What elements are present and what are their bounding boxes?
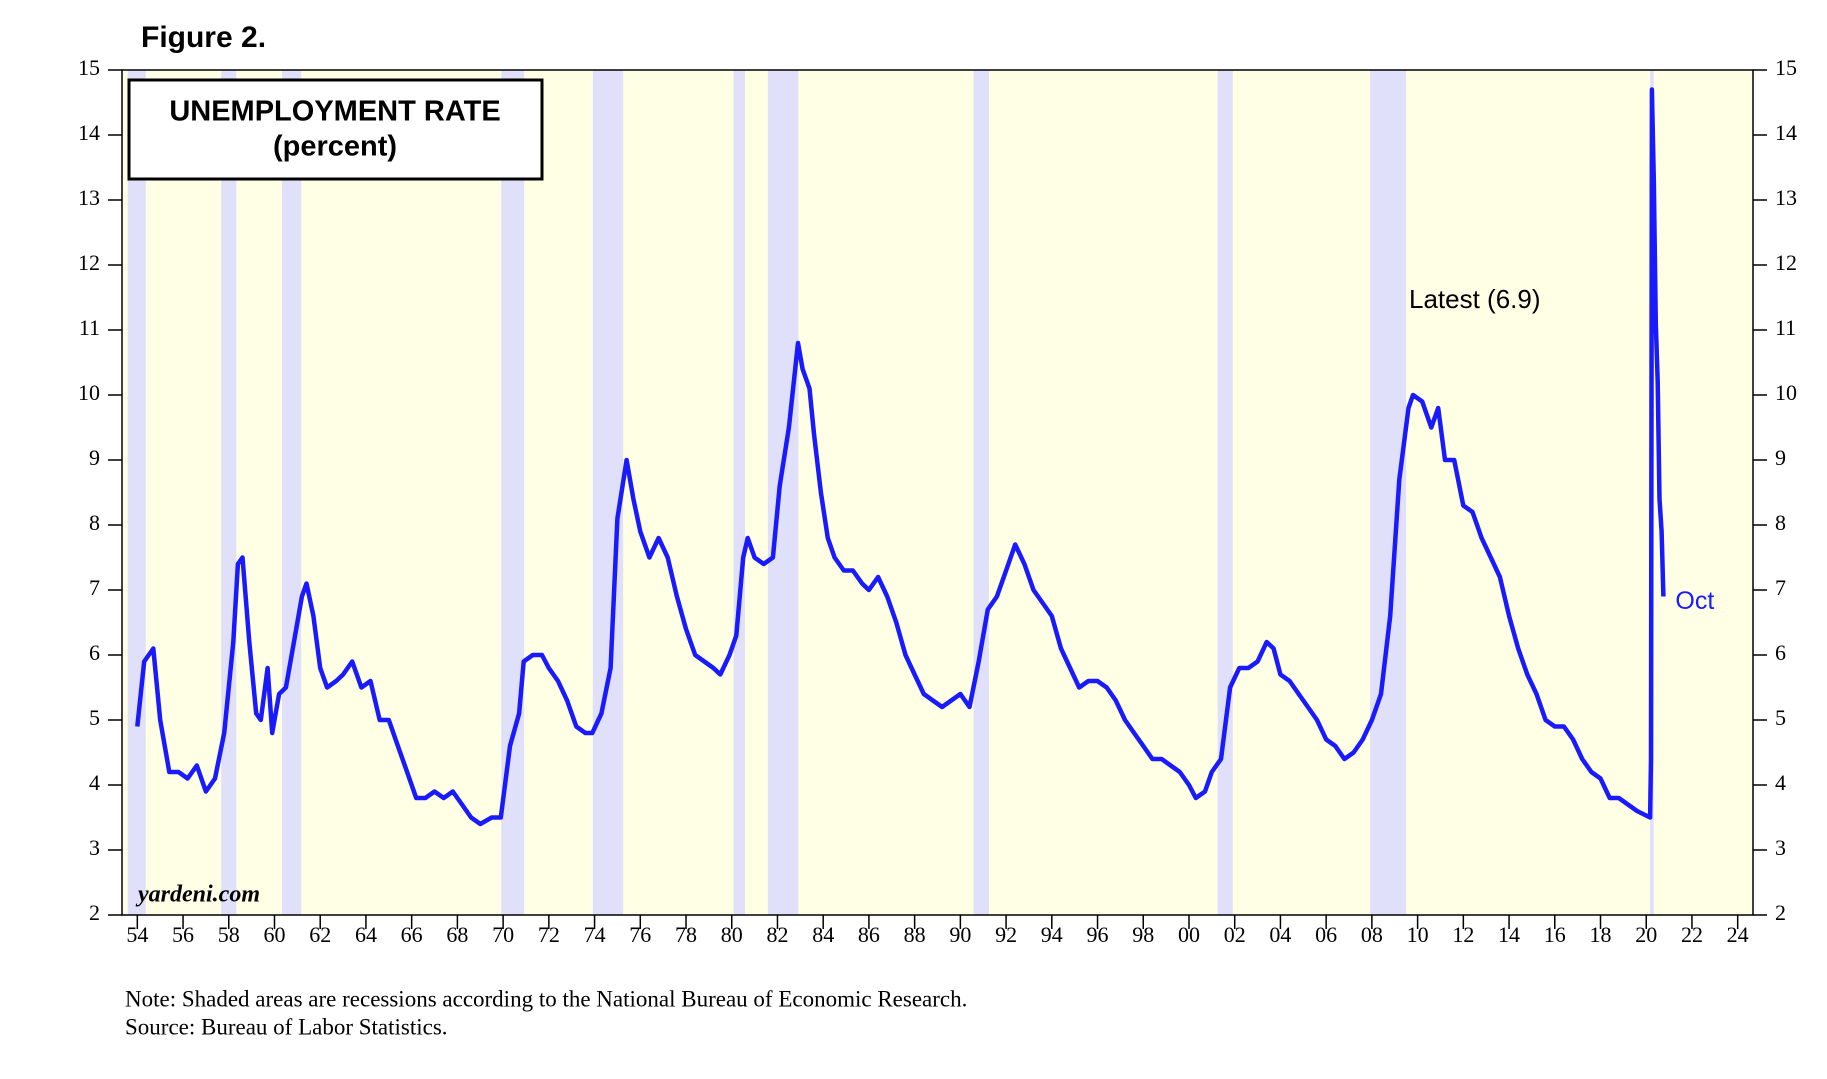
- x-tick-label: 84: [812, 922, 834, 947]
- x-tick-label: 66: [401, 922, 423, 947]
- recession-band: [127, 70, 146, 915]
- x-tick-label: 88: [904, 922, 926, 947]
- x-tick-label: 82: [766, 922, 788, 947]
- x-tick-label: 54: [126, 922, 148, 947]
- y-tick-label: 8: [89, 510, 100, 535]
- recession-bands: [127, 70, 1654, 915]
- y2-tick-label: 5: [1775, 705, 1786, 730]
- x-tick-label: 74: [584, 922, 606, 947]
- y-tick-label: 12: [78, 250, 100, 275]
- recession-band: [973, 70, 989, 915]
- x-tick-label: 56: [172, 922, 194, 947]
- plot-background: [122, 70, 1753, 915]
- x-tick-label: 24: [1727, 922, 1749, 947]
- x-tick-label: 68: [446, 922, 468, 947]
- plot-frame: [121, 69, 1754, 916]
- y2-tick-label: 15: [1775, 55, 1797, 80]
- series: [135, 87, 1666, 827]
- y2-tick-label: 11: [1775, 315, 1796, 340]
- x-tick-label: 12: [1452, 922, 1474, 947]
- recession-band: [282, 70, 302, 915]
- x-tick-label: 58: [218, 922, 240, 947]
- y-tick-label: 7: [89, 575, 100, 600]
- recession-band: [733, 70, 745, 915]
- y2-tick-label: 10: [1775, 380, 1797, 405]
- x-tick-label: 92: [995, 922, 1017, 947]
- line-series: [135, 87, 1666, 827]
- x-tick-label: 90: [949, 922, 971, 947]
- x-tick-label: 62: [309, 922, 331, 947]
- y-tick-label: 3: [89, 835, 100, 860]
- x-tick-label: 64: [355, 922, 377, 947]
- recession-band: [767, 70, 799, 915]
- y2-tick-label: 12: [1775, 250, 1797, 275]
- note: Note: Shaded areas are recessions accord…: [125, 986, 967, 1011]
- x-tick-label: 20: [1635, 922, 1657, 947]
- title-box: [127, 78, 544, 181]
- chart-title: UNEMPLOYMENT RATE: [169, 96, 500, 128]
- y-tick-label: 9: [89, 445, 100, 470]
- y-tick-label: 4: [89, 770, 100, 795]
- x-tick-label: 02: [1224, 922, 1246, 947]
- x-tick-label: 78: [675, 922, 697, 947]
- y-tick-label: 2: [89, 900, 100, 925]
- chart-subtitle: (percent): [273, 131, 397, 163]
- y2-tick-label: 2: [1775, 900, 1786, 925]
- y-tick-label: 11: [79, 315, 100, 340]
- x-tick-label: 72: [538, 922, 560, 947]
- y2-tick-label: 3: [1775, 835, 1786, 860]
- annotation: Latest (6.9): [1409, 284, 1541, 314]
- y2-tick-label: 14: [1775, 120, 1797, 145]
- y2-tick-label: 8: [1775, 510, 1786, 535]
- x-tick-label: 00: [1178, 922, 1200, 947]
- y-tick-label: 14: [78, 120, 100, 145]
- y2-tick-label: 7: [1775, 575, 1786, 600]
- y-tick-label: 15: [78, 55, 100, 80]
- y-tick-label: 5: [89, 705, 100, 730]
- x-tick-label: 18: [1590, 922, 1612, 947]
- recession-band: [1217, 70, 1233, 915]
- x-tick-label: 86: [858, 922, 880, 947]
- recession-band: [592, 70, 624, 915]
- x-tick-label: 22: [1681, 922, 1703, 947]
- x-tick-label: 80: [721, 922, 743, 947]
- recession-band: [221, 70, 237, 915]
- last-point-label: Oct: [1675, 587, 1714, 615]
- x-tick-label: 14: [1498, 922, 1520, 947]
- y-tick-label: 10: [78, 380, 100, 405]
- source: Source: Bureau of Labor Statistics.: [125, 1014, 448, 1039]
- x-tick-label: 60: [263, 922, 285, 947]
- x-tick-label: 96: [1087, 922, 1109, 947]
- y-tick-label: 6: [89, 640, 100, 665]
- x-tick-label: 04: [1269, 922, 1291, 947]
- x-tick-label: 10: [1407, 922, 1429, 947]
- y2-tick-label: 9: [1775, 445, 1786, 470]
- x-tick-label: 94: [1041, 922, 1063, 947]
- x-tick-label: 16: [1544, 922, 1566, 947]
- x-tick-label: 98: [1132, 922, 1154, 947]
- recession-band: [1370, 70, 1407, 915]
- y2-tick-label: 4: [1775, 770, 1786, 795]
- watermark: yardeni.com: [135, 882, 260, 908]
- y2-tick-label: 6: [1775, 640, 1786, 665]
- x-tick-label: 06: [1315, 922, 1337, 947]
- x-tick-label: 70: [492, 922, 514, 947]
- x-tick-label: 08: [1361, 922, 1383, 947]
- y-tick-label: 13: [78, 185, 100, 210]
- figure-label: Figure 2.: [141, 21, 266, 54]
- y2-tick-label: 13: [1775, 185, 1797, 210]
- x-tick-label: 76: [629, 922, 651, 947]
